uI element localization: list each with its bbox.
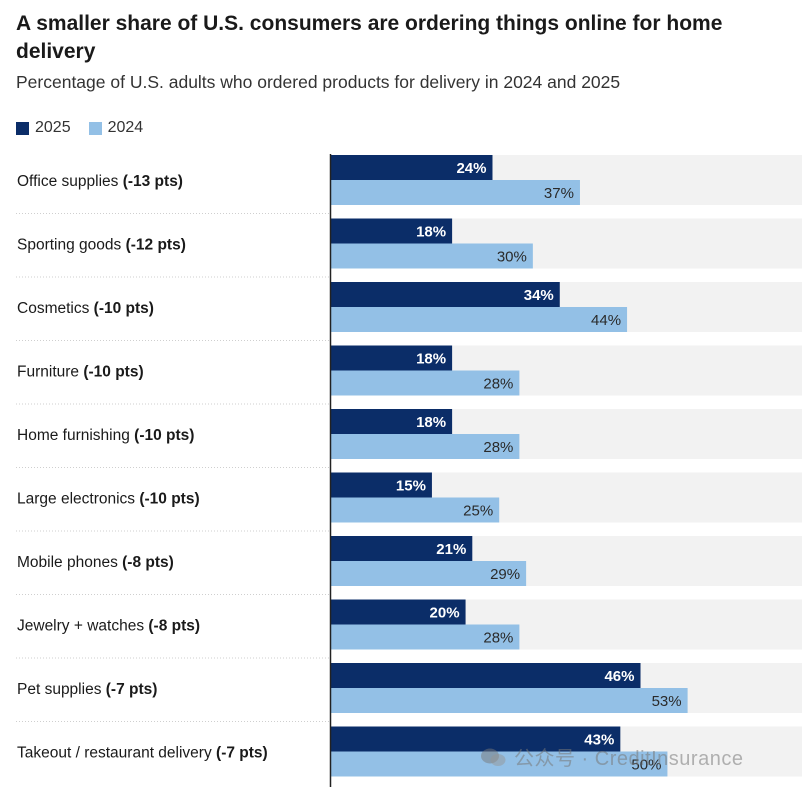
bar-value-label: 28% [483,630,513,647]
category-change: (-10 pts) [94,300,154,317]
bar-value-label: 50% [631,757,661,774]
legend-swatch-2024 [88,121,102,135]
bar-2024 [331,370,520,396]
category-name: Home furnishing [17,427,134,444]
legend-item-2025: 2025 [16,119,71,137]
category-change: (-10 pts) [134,427,194,444]
bar-2025 [331,663,641,688]
category-label: Mobile phones (-8 pts) [17,554,174,571]
watermark: 公众号 · CreditInsurance [480,742,743,771]
category-label: Large electronics (-10 pts) [17,491,200,508]
bar-value-label: 18% [416,224,446,241]
bar-value-label: 28% [483,376,513,393]
category-name: Sporting goods [17,237,126,254]
category-name: Jewelry + watches [17,618,148,635]
category-name: Pet supplies [17,681,106,698]
category-label: Sporting goods (-12 pts) [17,237,186,254]
bar-value-label: 15% [396,478,426,495]
category-name: Furniture [17,364,83,381]
legend-label-2024: 2024 [107,119,144,136]
category-label: Home furnishing (-10 pts) [17,427,194,444]
bar-2025 [331,155,493,180]
bar-value-label: 28% [483,439,513,456]
bar-value-label: 43% [584,732,614,749]
category-label: Office supplies (-13 pts) [17,173,183,190]
bar-2025 [331,218,453,244]
legend-swatch-2025 [16,121,29,135]
wechat-icon [481,748,506,766]
bar-2024 [331,434,520,459]
bar-2025 [331,282,560,307]
category-name: Mobile phones [17,554,122,571]
category-change: (-13 pts) [123,173,183,190]
chart-subtitle: Percentage of U.S. adults who ordered pr… [16,72,621,92]
legend-item-2024: 2024 [88,119,144,137]
bar-2024 [331,180,580,205]
bar-chart: Office supplies (-13 pts) 24% 37% Sporting … [16,154,802,787]
category-change: (-12 pts) [126,237,186,254]
bar-2025 [331,726,621,752]
bar-value-label: 29% [490,566,520,583]
bar-value-label: 24% [456,160,486,177]
chart-title: A smaller share of U.S. consumers are or… [16,12,723,63]
bar-value-label: 34% [524,287,554,304]
bar-value-label: 25% [463,503,493,520]
category-name: Takeout / restaurant delivery [17,745,216,762]
bar-value-label: 37% [544,185,574,202]
category-change: (-10 pts) [83,364,143,381]
watermark-text: 公众号 · CreditInsurance [514,748,744,770]
bar-value-label: 20% [430,605,460,622]
bar-2024 [331,688,688,713]
category-label: Furniture (-10 pts) [17,364,144,381]
bar-2024 [331,307,628,332]
category-change: (-10 pts) [139,491,199,508]
bar-value-label: 44% [591,312,621,329]
bar-2024 [331,624,520,650]
bar-2025 [331,345,453,371]
category-change: (-7 pts) [216,745,268,762]
bar-2025 [331,472,432,498]
legend-label-2025: 2025 [35,119,71,136]
bar-value-label: 30% [497,249,527,266]
bar-2025 [331,409,453,434]
bar-value-label: 21% [436,541,466,558]
category-label: Pet supplies (-7 pts) [17,681,157,698]
category-label: Takeout / restaurant delivery (-7 pts) [17,745,268,762]
category-change: (-7 pts) [106,681,158,698]
category-label: Jewelry + watches (-8 pts) [17,618,200,635]
bar-value-label: 18% [416,414,446,431]
legend: 2025 2024 [16,118,161,138]
bar-2025 [331,599,466,625]
category-label: Cosmetics (-10 pts) [17,300,154,317]
bar-value-label: 46% [604,668,634,685]
bar-2024 [331,243,533,269]
bar-value-label: 18% [416,351,446,368]
category-name: Cosmetics [17,300,94,317]
bar-2024 [331,561,527,586]
category-change: (-8 pts) [148,618,200,635]
category-name: Large electronics [17,491,139,508]
bar-2025 [331,536,473,561]
category-change: (-8 pts) [122,554,174,571]
category-name: Office supplies [17,173,123,190]
bar-2024 [331,497,500,523]
bar-value-label: 53% [652,693,682,710]
